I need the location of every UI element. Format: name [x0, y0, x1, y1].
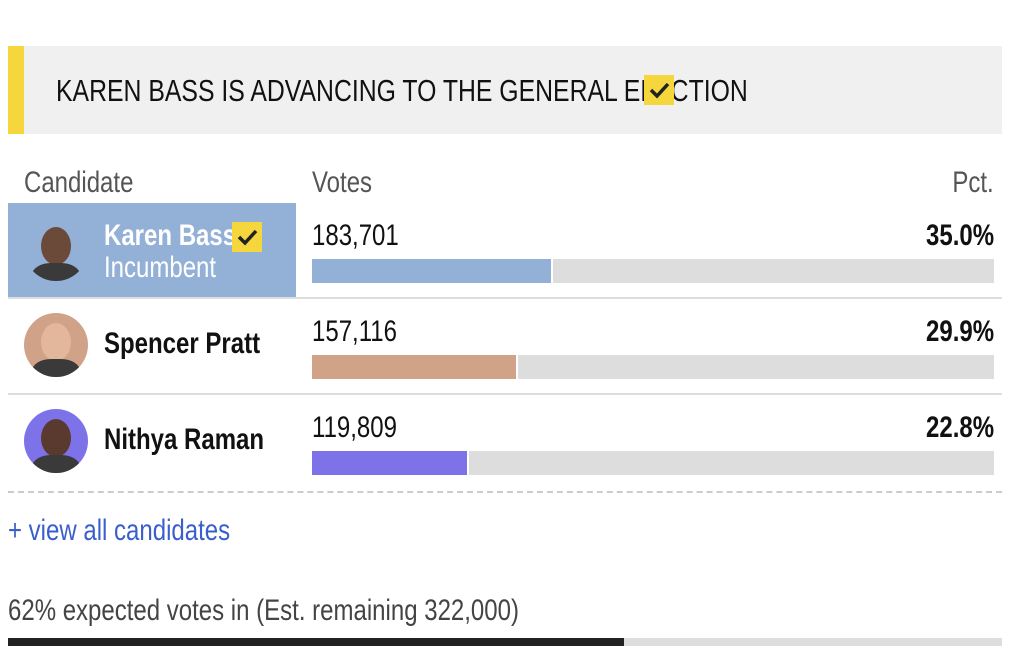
view-all-link[interactable]: + view all candidates [8, 514, 231, 547]
photo-face [41, 323, 71, 361]
expected-bar [8, 638, 625, 646]
photo-face [41, 227, 71, 265]
bar-track [312, 451, 994, 475]
votes: 183,701 [312, 219, 399, 252]
candidate-photo [24, 313, 88, 377]
header-votes: Votes [312, 166, 373, 199]
pct-wrap: 22.8% [909, 411, 994, 445]
divider [8, 491, 1002, 493]
check-mark [237, 229, 258, 246]
candidate-name: Spencer Pratt [104, 327, 261, 360]
name-wrap: Nithya Raman [104, 423, 304, 457]
votes: 157,116 [312, 315, 397, 348]
photo-body [32, 263, 80, 281]
bar-track [312, 355, 994, 379]
banner-text: KAREN BASS IS ADVANCING TO THE GENERAL E… [56, 73, 748, 108]
expected-text: 62% expected votes in (Est. remaining 32… [8, 594, 519, 627]
bar-track [312, 259, 994, 283]
expected-track [8, 638, 1002, 646]
votes-wrap: 157,116 [312, 315, 418, 349]
candidate-photo [24, 409, 88, 473]
photo-body [32, 359, 80, 377]
votes: 119,809 [312, 411, 397, 444]
name-wrap: Karen Bass [104, 219, 269, 253]
winner-check [232, 222, 262, 252]
header-pct: Pct. [952, 166, 994, 199]
candidate-subtitle: Incumbent [104, 251, 217, 284]
row-divider [8, 297, 1002, 299]
header-candidate: Candidate [24, 166, 134, 199]
pct-wrap: 35.0% [909, 219, 994, 253]
row-divider [8, 393, 1002, 395]
banner-accent [8, 46, 24, 134]
check-icon [644, 75, 674, 105]
candidate-name: Karen Bass [104, 219, 237, 252]
votes-wrap: 183,701 [312, 219, 420, 253]
pct: 35.0% [925, 219, 994, 252]
photo-face [41, 419, 71, 457]
name-wrap: Spencer Pratt [104, 327, 299, 361]
candidate-photo [24, 217, 88, 281]
banner: KAREN BASS IS ADVANCING TO THE GENERAL E… [8, 46, 1002, 134]
pct: 29.9% [925, 315, 994, 348]
sub-wrap: Incumbent [104, 251, 244, 285]
bar [312, 355, 518, 379]
bar [312, 451, 470, 475]
pct: 22.8% [925, 411, 994, 444]
photo-body [32, 455, 80, 473]
candidate-name: Nithya Raman [104, 423, 265, 456]
votes-wrap: 119,809 [312, 411, 418, 445]
pct-wrap: 29.9% [909, 315, 994, 349]
bar [312, 259, 553, 283]
